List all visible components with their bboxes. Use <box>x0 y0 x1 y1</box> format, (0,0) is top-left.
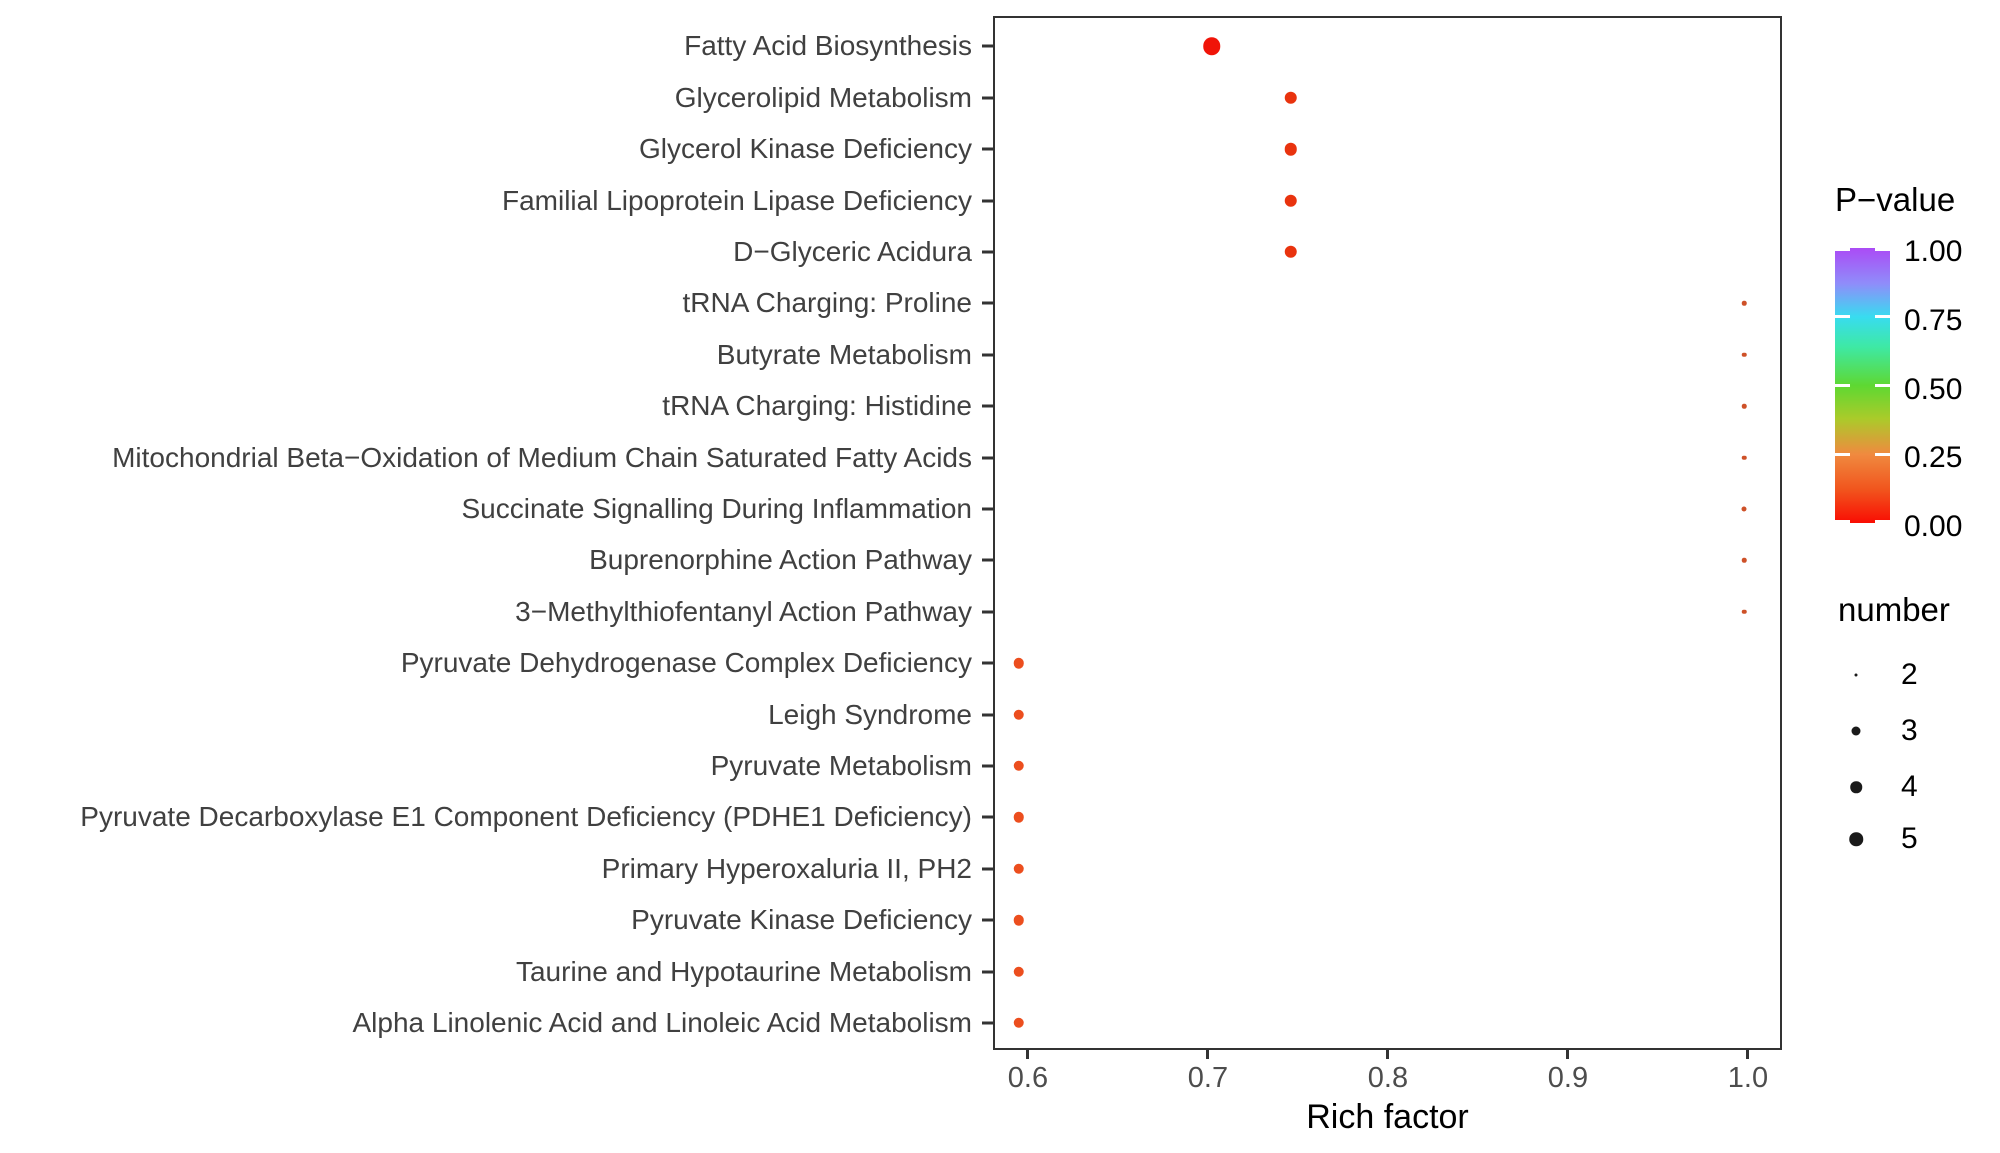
x-axis-tick <box>1026 1050 1030 1059</box>
pvalue-legend-label: 0.00 <box>1904 510 1963 543</box>
y-axis-tick <box>982 147 993 151</box>
pvalue-gradient-tick <box>1835 384 1850 387</box>
x-axis-title: Rich factor <box>1306 1098 1469 1136</box>
number-legend-dot <box>1854 673 1858 677</box>
data-point-dot <box>1013 863 1025 874</box>
x-axis-tick <box>1206 1050 1210 1059</box>
data-point-dot <box>1741 506 1747 512</box>
data-point-dot <box>1742 352 1747 357</box>
y-axis-label: Pyruvate Metabolism <box>710 749 972 781</box>
y-axis-label: tRNA Charging: Histidine <box>662 390 972 422</box>
pvalue-legend-title: P−value <box>1835 181 1956 218</box>
y-axis-label: Succinate Signalling During Inflammation <box>461 492 973 524</box>
y-axis-label: Alpha Linolenic Acid and Linoleic Acid M… <box>352 1006 973 1038</box>
y-axis-tick <box>982 610 993 614</box>
data-point-dot <box>1284 142 1297 156</box>
number-legend-label: 3 <box>1901 714 1918 747</box>
y-axis-tick <box>982 199 993 202</box>
y-axis-label: Taurine and Hypotaurine Metabolism <box>515 955 972 987</box>
x-axis-tick <box>1746 1050 1750 1059</box>
y-axis-label: Glycerolipid Metabolism <box>674 81 972 113</box>
data-point-dot <box>1013 709 1025 720</box>
y-axis-label: Familial Lipoprotein Lipase Deficiency <box>501 184 972 216</box>
y-axis-label: Pyruvate Kinase Deficiency <box>631 904 972 936</box>
data-point-dot <box>1013 657 1025 669</box>
y-axis-tick <box>982 404 993 408</box>
y-axis-tick <box>982 558 993 562</box>
pvalue-gradient-tick <box>1875 315 1890 319</box>
pvalue-gradient-tick <box>1875 384 1890 387</box>
number-legend-label: 2 <box>1901 658 1918 691</box>
x-axis-tick <box>1566 1050 1570 1059</box>
y-axis-tick <box>982 1021 993 1025</box>
y-axis-label: Buprenorphine Action Pathway <box>589 544 972 576</box>
data-point-dot <box>1013 914 1025 926</box>
y-axis-label: Primary Hyperoxaluria II, PH2 <box>601 852 972 884</box>
y-axis-label: Mitochondrial Beta−Oxidation of Medium C… <box>112 441 972 473</box>
y-axis-tick <box>982 301 993 305</box>
data-point-dot <box>1013 1017 1025 1029</box>
data-point-dot <box>1013 812 1025 823</box>
number-legend-dot <box>1849 832 1863 846</box>
number-legend-label: 4 <box>1901 770 1918 803</box>
data-point-dot <box>1202 37 1221 56</box>
y-axis-tick <box>982 661 993 665</box>
pvalue-gradient-tick <box>1835 248 1850 251</box>
y-axis-label: Butyrate Metabolism <box>716 338 972 370</box>
y-axis-tick <box>982 96 993 100</box>
x-axis-tick <box>1386 1050 1390 1059</box>
data-point-dot <box>1013 966 1025 977</box>
data-point-dot <box>1742 403 1747 409</box>
x-axis-tick-label: 0.9 <box>1547 1062 1589 1094</box>
pvalue-gradient-tick <box>1875 248 1890 251</box>
data-point-dot <box>1742 558 1747 563</box>
pvalue-gradient-tick <box>1875 520 1890 523</box>
y-axis-label: tRNA Charging: Proline <box>682 287 972 319</box>
y-axis-label: Pyruvate Decarboxylase E1 Component Defi… <box>80 801 972 833</box>
data-point-dot <box>1284 91 1297 104</box>
x-axis-tick-label: 0.8 <box>1367 1062 1409 1094</box>
x-axis-tick-label: 0.7 <box>1187 1062 1229 1094</box>
y-axis-tick <box>982 815 993 819</box>
pvalue-legend-label: 1.00 <box>1904 235 1963 268</box>
y-axis-label: D−Glyceric Acidura <box>733 235 972 267</box>
number-legend-title: number <box>1838 591 1950 628</box>
pvalue-gradient-tick <box>1875 452 1890 456</box>
pvalue-legend-label: 0.25 <box>1904 441 1963 475</box>
data-point-dot <box>1284 245 1297 259</box>
data-point-dot <box>1284 194 1297 207</box>
number-legend-dot <box>1850 781 1862 793</box>
pvalue-legend-label: 0.50 <box>1904 372 1963 406</box>
plot-panel <box>993 16 1782 1050</box>
y-axis-tick <box>982 713 993 716</box>
y-axis-tick <box>982 250 993 254</box>
pvalue-legend-label: 0.75 <box>1904 303 1963 337</box>
number-legend-dot <box>1851 726 1861 736</box>
data-point-dot <box>1742 301 1747 306</box>
y-axis-label: Leigh Syndrome <box>768 698 972 730</box>
data-point-dot <box>1742 455 1747 460</box>
pvalue-gradient-tick <box>1835 520 1850 523</box>
x-axis-tick-label: 0.6 <box>1007 1062 1049 1094</box>
y-axis-label: Fatty Acid Biosynthesis <box>684 30 972 62</box>
y-axis-label: 3−Methylthiofentanyl Action Pathway <box>515 595 972 627</box>
number-legend-label: 5 <box>1901 822 1918 855</box>
data-point-dot <box>1742 609 1747 614</box>
y-axis-label: Pyruvate Dehydrogenase Complex Deficienc… <box>400 647 972 679</box>
y-axis-tick <box>982 764 993 768</box>
data-point-dot <box>1013 760 1025 772</box>
y-axis-tick <box>982 353 993 357</box>
pvalue-gradient-tick <box>1835 452 1850 456</box>
y-axis-tick <box>982 44 993 48</box>
y-axis-tick <box>982 970 993 973</box>
y-axis-tick <box>982 507 993 511</box>
y-axis-tick <box>982 918 993 922</box>
y-axis-label: Glycerol Kinase Deficiency <box>638 133 972 165</box>
pvalue-gradient-tick <box>1835 315 1850 319</box>
y-axis-tick <box>982 456 993 459</box>
x-axis-tick-label: 1.0 <box>1727 1062 1769 1094</box>
y-axis-tick <box>982 867 993 871</box>
